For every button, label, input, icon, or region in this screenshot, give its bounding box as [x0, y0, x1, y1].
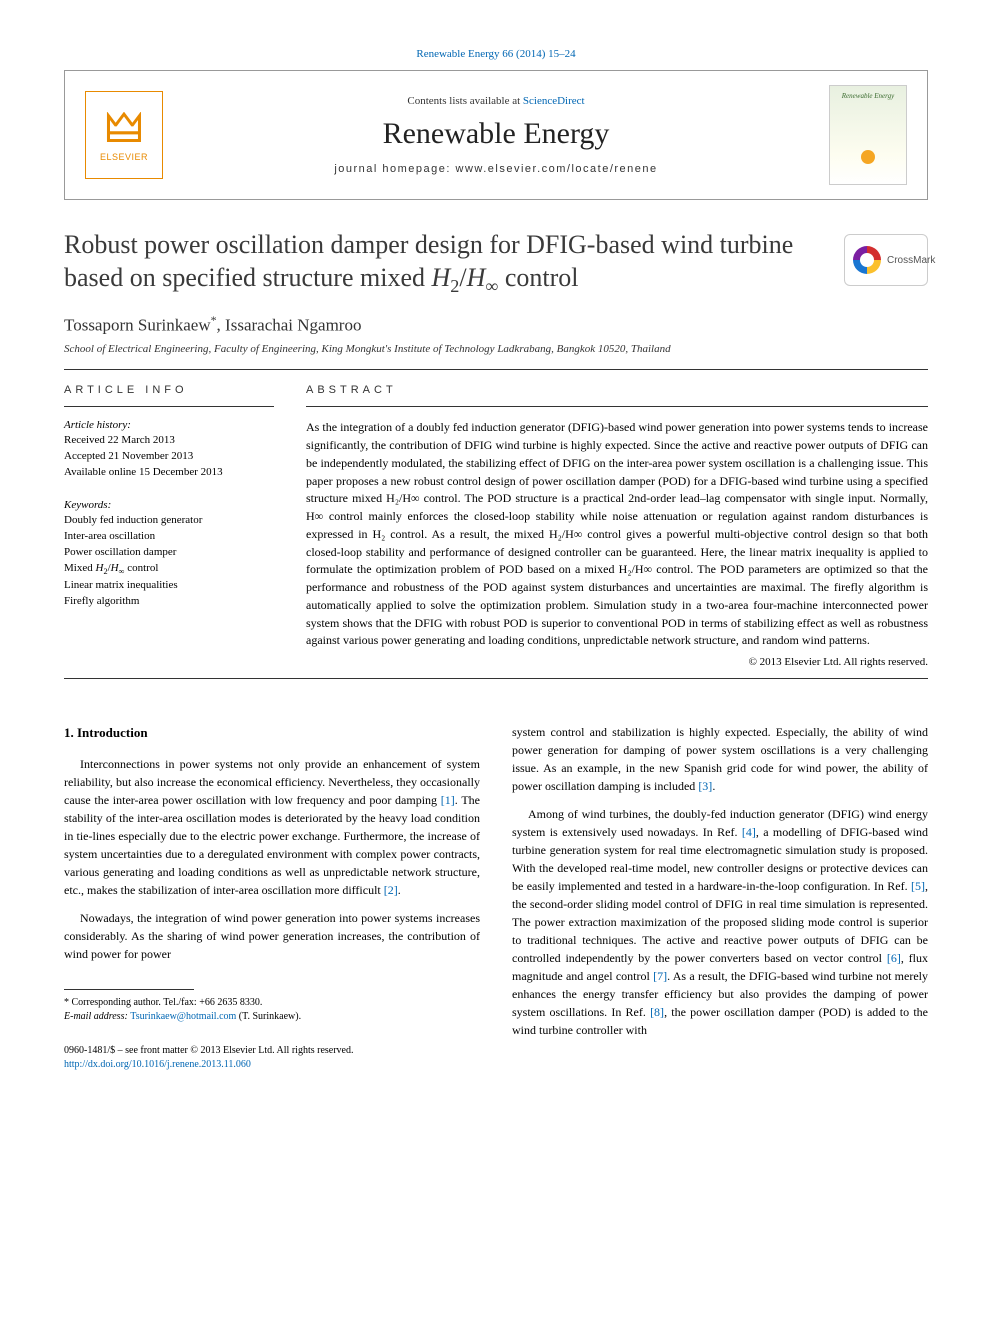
keywords-head: Keywords: [64, 499, 274, 511]
homepage-url[interactable]: www.elsevier.com/locate/renene [456, 163, 658, 175]
history-head: Article history: [64, 419, 274, 431]
abstract-head: ABSTRACT [306, 384, 928, 396]
accepted-line: Accepted 21 November 2013 [64, 449, 274, 465]
kw-2: Inter-area oscillation [64, 529, 274, 545]
email-suffix: (T. Surinkaew). [236, 1011, 301, 1022]
kw-4: Mixed H2/H∞ control [64, 561, 274, 578]
ref-6-link[interactable]: [6] [887, 951, 901, 965]
section-1-head: 1. Introduction [64, 723, 480, 743]
article-info-head: ARTICLE INFO [64, 384, 274, 396]
article-info-column: ARTICLE INFO Article history: Received 2… [64, 384, 274, 668]
crossmark-ring-icon [853, 246, 881, 274]
para-l2: Nowadays, the integration of wind power … [64, 909, 480, 963]
citation-link[interactable]: Renewable Energy 66 (2014) 15–24 [416, 48, 575, 60]
corr-phone: +66 2635 8330. [199, 997, 262, 1008]
email-link[interactable]: Tsurinkaew@hotmail.com [130, 1011, 236, 1022]
received-line: Received 22 March 2013 [64, 433, 274, 449]
footnote-separator [64, 989, 194, 990]
ref-3-link[interactable]: [3] [698, 779, 712, 793]
masthead-center: Contents lists available at ScienceDirec… [163, 95, 829, 175]
authors: Tossaporn Surinkaew*, Issarachai Ngamroo [64, 313, 928, 336]
crossmark-badge[interactable]: CrossMark [844, 234, 928, 286]
article-title: Robust power oscillation damper design f… [64, 228, 928, 299]
top-citation: Renewable Energy 66 (2014) 15–24 [64, 48, 928, 60]
masthead: 🜲 ELSEVIER Contents lists available at S… [64, 70, 928, 200]
cover-graphic-icon [861, 150, 875, 164]
ref-5-link[interactable]: [5] [911, 879, 925, 893]
left-column: 1. Introduction Interconnections in powe… [64, 723, 480, 1072]
author-2: Issarachai Ngamroo [225, 315, 361, 334]
ref-2-link[interactable]: [2] [384, 883, 398, 897]
doi-link[interactable]: http://dx.doi.org/10.1016/j.renene.2013.… [64, 1059, 251, 1070]
author-1: Tossaporn Surinkaew [64, 315, 211, 334]
kw-6: Firefly algorithm [64, 594, 274, 610]
issn-line: 0960-1481/$ – see front matter © 2013 El… [64, 1044, 480, 1058]
cover-title: Renewable Energy [834, 92, 902, 100]
journal-cover-thumbnail: Renewable Energy [829, 85, 907, 185]
corr-prefix: * Corresponding author. Tel./fax: [64, 997, 199, 1008]
rule-bottom [64, 678, 928, 679]
kw-3: Power oscillation damper [64, 545, 274, 561]
right-column: system control and stabilization is high… [512, 723, 928, 1072]
homepage-prefix: journal homepage: [334, 163, 455, 175]
ref-4-link[interactable]: [4] [742, 825, 756, 839]
abstract-rule [306, 406, 928, 407]
para-r2: Among of wind turbines, the doubly-fed i… [512, 805, 928, 1039]
abstract-column: ABSTRACT As the integration of a doubly … [306, 384, 928, 668]
elsevier-logo: 🜲 ELSEVIER [85, 91, 163, 179]
email-label: E-mail address: [64, 1011, 130, 1022]
sciencedirect-link[interactable]: ScienceDirect [523, 95, 585, 107]
crossmark-label: CrossMark [887, 255, 935, 266]
elsevier-tree-icon: 🜲 [105, 108, 143, 150]
contents-prefix: Contents lists available at [407, 95, 522, 107]
contents-line: Contents lists available at ScienceDirec… [163, 95, 829, 107]
elsevier-label: ELSEVIER [100, 152, 148, 162]
title-line1: Robust power oscillation damper design f… [64, 230, 793, 259]
abstract-copyright: © 2013 Elsevier Ltd. All rights reserved… [306, 656, 928, 668]
info-rule [64, 406, 274, 407]
abstract-text: As the integration of a doubly fed induc… [306, 419, 928, 650]
rule-top [64, 369, 928, 370]
homepage-line: journal homepage: www.elsevier.com/locat… [163, 163, 829, 175]
corresponding-footnote: * Corresponding author. Tel./fax: +66 26… [64, 996, 480, 1024]
title-line2-post: control [498, 263, 578, 292]
affiliation: School of Electrical Engineering, Facult… [64, 343, 928, 355]
kw-5: Linear matrix inequalities [64, 578, 274, 594]
journal-name: Renewable Energy [163, 117, 829, 151]
online-line: Available online 15 December 2013 [64, 465, 274, 481]
para-l1: Interconnections in power systems not on… [64, 755, 480, 899]
author-sep: , [217, 315, 226, 334]
title-line2-pre: based on specified structure mixed [64, 263, 432, 292]
para-r1: system control and stabilization is high… [512, 723, 928, 795]
ref-7-link[interactable]: [7] [653, 969, 667, 983]
bottom-block: 0960-1481/$ – see front matter © 2013 El… [64, 1044, 480, 1072]
ref-8-link[interactable]: [8] [650, 1005, 664, 1019]
ref-1-link[interactable]: [1] [441, 793, 455, 807]
body-columns: 1. Introduction Interconnections in powe… [64, 723, 928, 1072]
kw-1: Doubly fed induction generator [64, 513, 274, 529]
